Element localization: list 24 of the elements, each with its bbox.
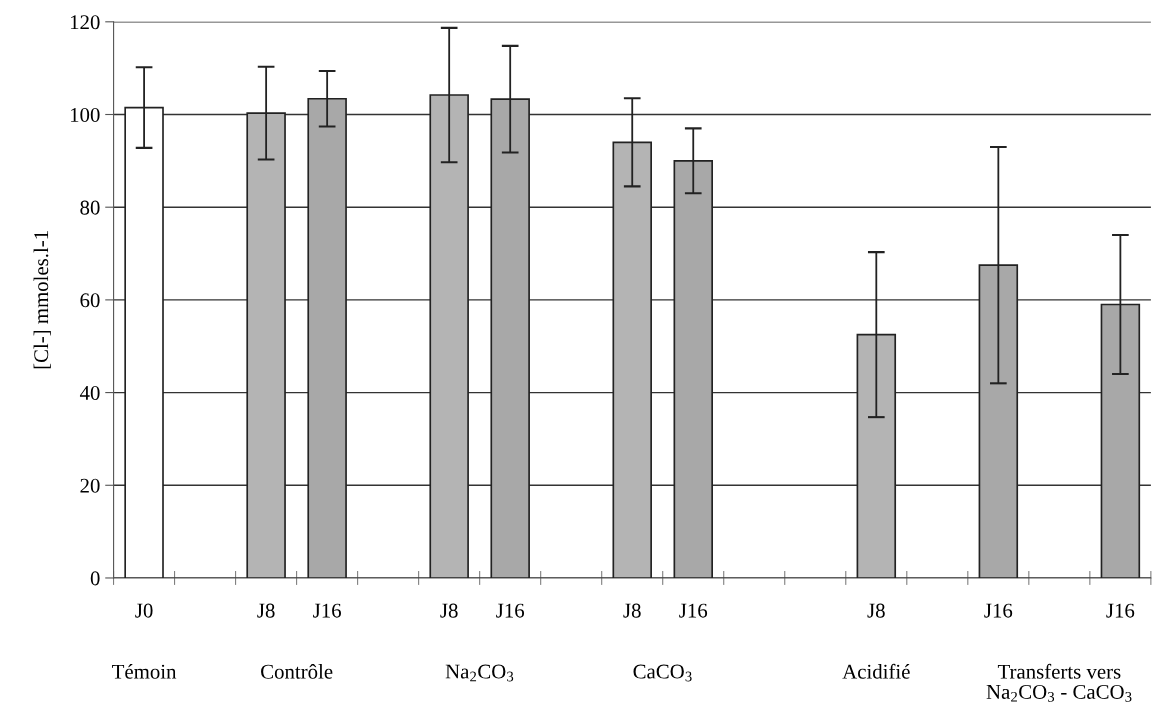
y-tick-label: 80 [80, 200, 100, 215]
x-tick-label: J16 [496, 603, 525, 618]
x-tick-label: J0 [135, 603, 153, 618]
text: Contrôle [261, 664, 333, 679]
x-tick-label: J16 [679, 603, 708, 618]
y-tick-label: 100 [70, 107, 100, 122]
y-tick-label: 120 [70, 15, 100, 30]
x-tick-label: J8 [867, 603, 885, 618]
text: Acidifié [842, 663, 910, 679]
x-tick-label: J8 [440, 603, 458, 618]
x-tick-label: J16 [984, 603, 1013, 618]
text: Témoin [112, 664, 177, 679]
y-tick-label: 40 [79, 385, 100, 401]
y-tick-label: 20 [80, 478, 100, 493]
text: Transferts vers Na$_{2}$CO$_{3}$ - CaCO$_{3}$ [986, 663, 1132, 702]
x-tick-label: J16 [1106, 603, 1135, 618]
y-axis-title: [Cl-] mmoles.l-1 [33, 231, 51, 369]
x-tick-label: J8 [623, 603, 641, 618]
text: Na$_{2}$CO$_{3}$ [445, 664, 514, 682]
text: CaCO$_{3}$ [633, 664, 692, 682]
x-tick-label: J8 [257, 603, 275, 618]
y-tick-label: 60 [80, 293, 100, 308]
y-tick-label: 0 [90, 571, 100, 586]
x-tick-label: J16 [313, 603, 341, 618]
